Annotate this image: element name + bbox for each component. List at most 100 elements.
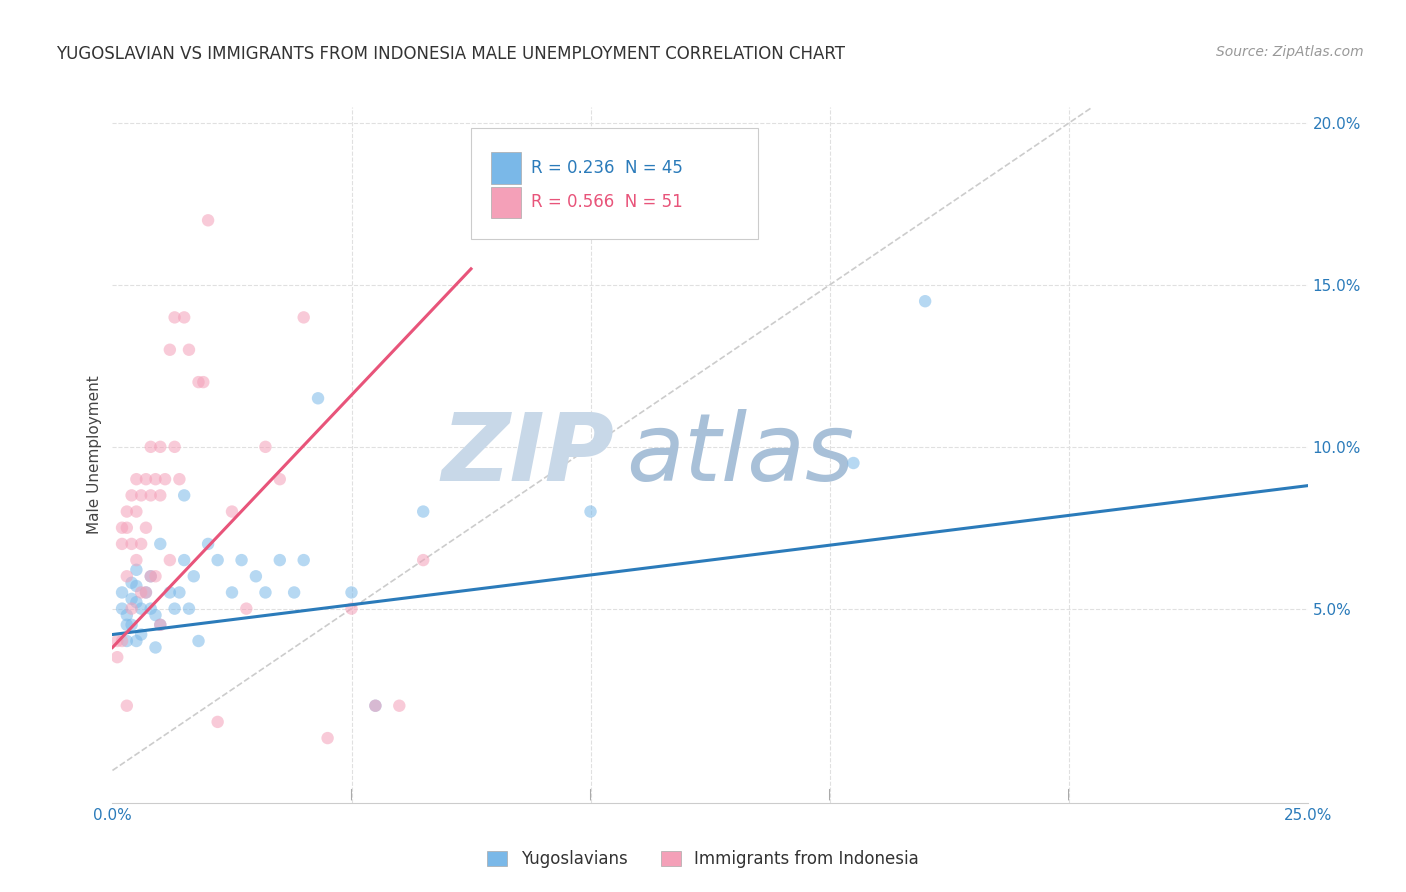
Point bbox=[579, 504, 602, 518]
Point bbox=[245, 569, 267, 583]
Text: R = 0.236  N = 45: R = 0.236 N = 45 bbox=[531, 159, 683, 177]
Point bbox=[149, 537, 172, 551]
Point bbox=[139, 488, 162, 502]
Point bbox=[129, 627, 152, 641]
Point bbox=[149, 440, 172, 454]
Point bbox=[129, 537, 152, 551]
Point bbox=[193, 375, 215, 389]
Point bbox=[125, 595, 148, 609]
Point bbox=[115, 504, 138, 518]
Point bbox=[145, 472, 167, 486]
Point bbox=[292, 310, 315, 325]
Point bbox=[149, 488, 172, 502]
Point bbox=[149, 617, 172, 632]
Point bbox=[121, 617, 143, 632]
Point bbox=[159, 585, 181, 599]
Point bbox=[177, 601, 200, 615]
Point bbox=[139, 440, 162, 454]
Point bbox=[197, 537, 219, 551]
Point bbox=[125, 634, 148, 648]
Point bbox=[163, 601, 186, 615]
Point bbox=[197, 213, 219, 227]
FancyBboxPatch shape bbox=[491, 187, 522, 219]
Point bbox=[121, 601, 143, 615]
Point bbox=[121, 575, 143, 590]
Point bbox=[125, 472, 148, 486]
Point bbox=[139, 601, 162, 615]
Point bbox=[340, 601, 363, 615]
Point bbox=[254, 585, 277, 599]
Point bbox=[187, 634, 209, 648]
Point bbox=[177, 343, 200, 357]
Point bbox=[231, 553, 253, 567]
Y-axis label: Male Unemployment: Male Unemployment bbox=[87, 376, 103, 534]
Point bbox=[135, 585, 157, 599]
Point bbox=[145, 608, 167, 623]
Point bbox=[125, 563, 148, 577]
Point bbox=[135, 585, 157, 599]
Point bbox=[111, 634, 134, 648]
Point bbox=[183, 569, 205, 583]
Legend: Yugoslavians, Immigrants from Indonesia: Yugoslavians, Immigrants from Indonesia bbox=[481, 844, 925, 875]
Point bbox=[159, 343, 181, 357]
Point bbox=[129, 585, 152, 599]
Point bbox=[115, 569, 138, 583]
Point bbox=[914, 294, 936, 309]
Text: ZIP: ZIP bbox=[441, 409, 614, 501]
Point bbox=[316, 731, 339, 745]
Point bbox=[115, 698, 138, 713]
Point bbox=[139, 569, 162, 583]
Point bbox=[125, 579, 148, 593]
Point bbox=[283, 585, 305, 599]
Point bbox=[121, 488, 143, 502]
Point bbox=[221, 504, 243, 518]
Point bbox=[135, 521, 157, 535]
Point bbox=[307, 392, 329, 406]
Point bbox=[169, 585, 191, 599]
Point bbox=[139, 569, 162, 583]
Point bbox=[207, 714, 229, 729]
Point bbox=[129, 601, 152, 615]
Point bbox=[269, 553, 291, 567]
Text: atlas: atlas bbox=[627, 409, 855, 500]
Point bbox=[111, 537, 134, 551]
Point bbox=[388, 698, 411, 713]
Point bbox=[111, 521, 134, 535]
Point bbox=[135, 472, 157, 486]
Point bbox=[125, 553, 148, 567]
Point bbox=[364, 698, 387, 713]
Point bbox=[105, 650, 128, 665]
Point bbox=[153, 472, 176, 486]
Point bbox=[149, 617, 172, 632]
Point bbox=[842, 456, 865, 470]
Point bbox=[121, 591, 143, 606]
Point bbox=[412, 504, 434, 518]
FancyBboxPatch shape bbox=[471, 128, 758, 239]
Point bbox=[412, 553, 434, 567]
Point bbox=[111, 585, 134, 599]
Text: Source: ZipAtlas.com: Source: ZipAtlas.com bbox=[1216, 45, 1364, 59]
Point bbox=[115, 617, 138, 632]
Point bbox=[340, 585, 363, 599]
Point bbox=[221, 585, 243, 599]
Point bbox=[254, 440, 277, 454]
Point bbox=[173, 553, 195, 567]
Point bbox=[207, 553, 229, 567]
Point bbox=[169, 472, 191, 486]
Point bbox=[292, 553, 315, 567]
Text: R = 0.566  N = 51: R = 0.566 N = 51 bbox=[531, 194, 682, 211]
Point bbox=[187, 375, 209, 389]
Point bbox=[115, 521, 138, 535]
Point bbox=[269, 472, 291, 486]
Point bbox=[111, 601, 134, 615]
Point bbox=[145, 569, 167, 583]
Point bbox=[129, 488, 152, 502]
Point bbox=[235, 601, 257, 615]
Point bbox=[145, 640, 167, 655]
Point bbox=[105, 634, 128, 648]
Point bbox=[163, 440, 186, 454]
FancyBboxPatch shape bbox=[491, 153, 522, 184]
Point bbox=[159, 553, 181, 567]
Point bbox=[173, 310, 195, 325]
Point bbox=[173, 488, 195, 502]
